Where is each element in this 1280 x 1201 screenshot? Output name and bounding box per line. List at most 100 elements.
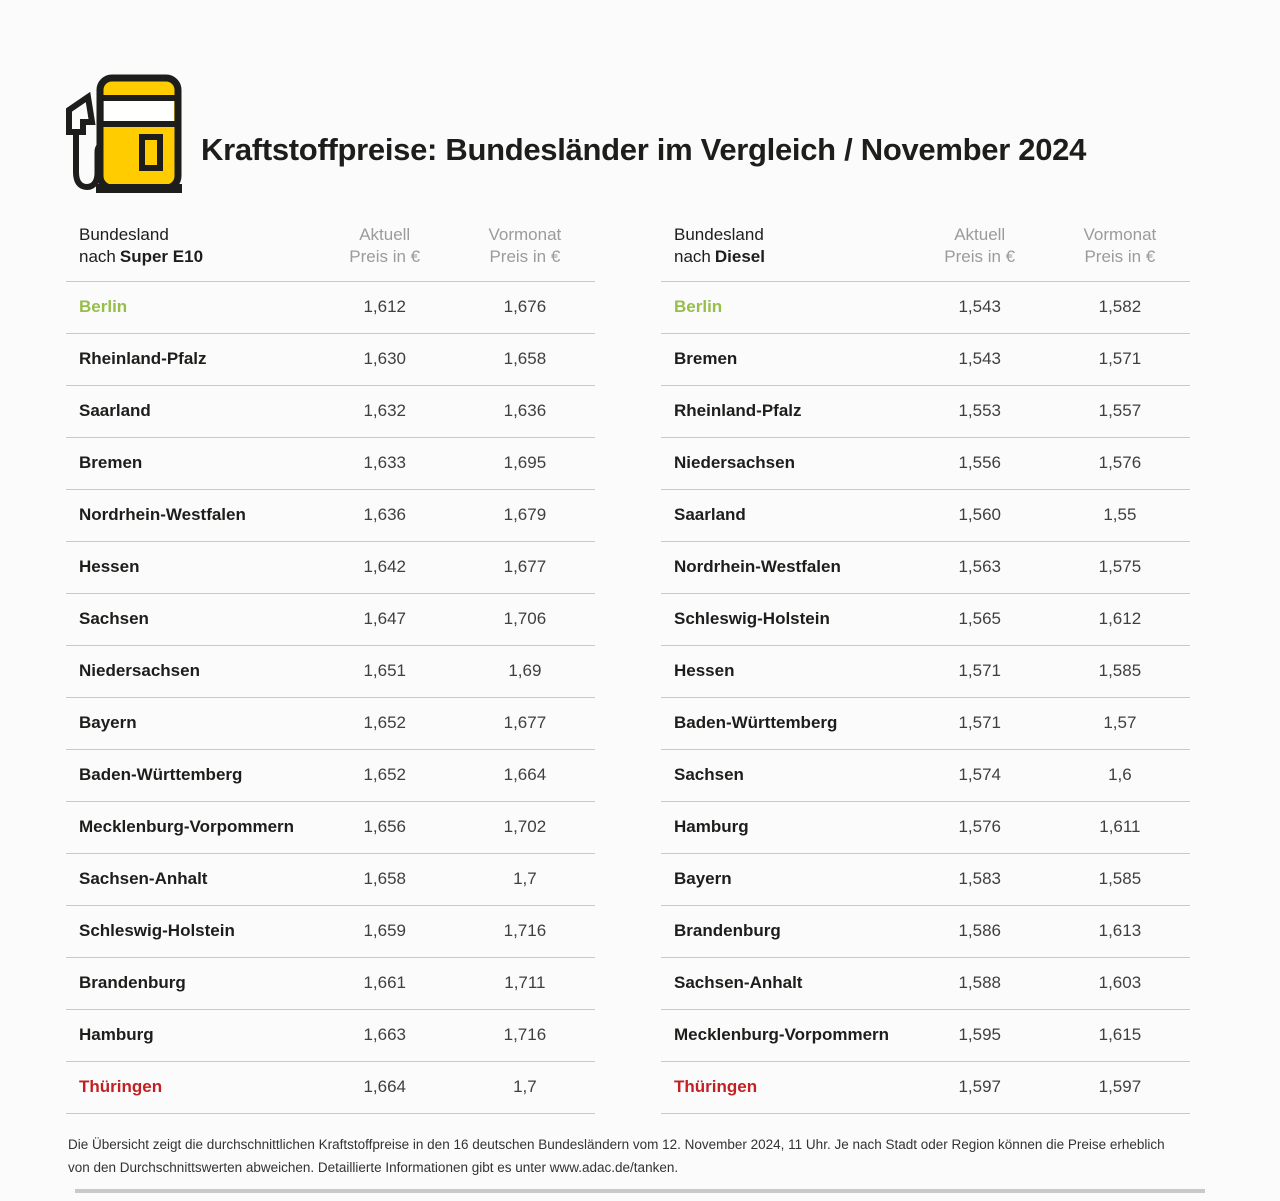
aktuell-price: 1,565 (958, 609, 1001, 629)
vormonat-price: 1,612 (1098, 609, 1142, 629)
aktuell-price: 1,543 (958, 349, 1001, 369)
aktuell-price: 1,563 (958, 557, 1001, 577)
vormonat-price: 1,664 (503, 765, 547, 785)
aktuell-price: 1,661 (363, 973, 406, 993)
bundesland-name: Baden-Württemberg (674, 713, 838, 733)
vormonat-price: 1,711 (504, 973, 546, 993)
vormonat-price: 1,677 (503, 713, 547, 733)
column-header-vormonat: Vormonat Preis in € (1083, 225, 1157, 267)
table-row: Baden-Württemberg 1,652 1,664 (66, 750, 595, 802)
vormonat-price: 1,57 (1103, 713, 1137, 733)
bundesland-name: Brandenburg (674, 921, 781, 941)
table-row: Sachsen-Anhalt 1,658 1,7 (66, 854, 595, 906)
vormonat-price: 1,603 (1098, 973, 1142, 993)
aktuell-price: 1,656 (363, 817, 406, 837)
aktuell-price: 1,647 (363, 609, 406, 629)
bundesland-name: Hessen (79, 557, 140, 577)
vormonat-price: 1,677 (503, 557, 547, 577)
table-body-super-e10: Berlin 1,612 1,676 Rheinland-Pfalz 1,630 1,65… (66, 282, 595, 1114)
column-header-aktuell: Aktuell Preis in € (349, 225, 421, 267)
table-row: Saarland 1,632 1,636 (66, 386, 595, 438)
bundesland-name: Nordrhein-Westfalen (79, 505, 246, 525)
vormonat-price: 1,613 (1098, 921, 1142, 941)
table-row: Niedersachsen 1,651 1,69 (66, 646, 595, 698)
column-header-vormonat: Vormonat Preis in € (488, 225, 562, 267)
vormonat-price: 1,611 (1099, 817, 1141, 837)
table-row: Schleswig-Holstein 1,659 1,716 (66, 906, 595, 958)
aktuell-price: 1,560 (958, 505, 1001, 525)
aktuell-price: 1,571 (958, 661, 1001, 681)
table-row: Rheinland-Pfalz 1,630 1,658 (66, 334, 595, 386)
bundesland-name: Nordrhein-Westfalen (674, 557, 841, 577)
vormonat-price: 1,7 (513, 1077, 537, 1097)
vormonat-price: 1,716 (503, 1025, 547, 1045)
nach-label: nach (674, 247, 711, 267)
bundesland-label: Bundesland (79, 225, 169, 244)
table-row: Hessen 1,571 1,585 (661, 646, 1190, 698)
bundesland-name: Mecklenburg-Vorpommern (79, 817, 295, 837)
vormonat-price: 1,557 (1098, 401, 1142, 421)
vormonat-price: 1,69 (508, 661, 542, 681)
table-row: Rheinland-Pfalz 1,553 1,557 (661, 386, 1190, 438)
vormonat-price: 1,716 (503, 921, 547, 941)
bundesland-name: Sachsen (79, 609, 149, 629)
vormonat-price: 1,585 (1098, 661, 1142, 681)
table-row: Mecklenburg-Vorpommern 1,595 1,615 (661, 1010, 1190, 1062)
vormonat-price: 1,615 (1098, 1025, 1142, 1045)
table-row: Saarland 1,560 1,55 (661, 490, 1190, 542)
aktuell-price: 1,586 (958, 921, 1001, 941)
table-row: Sachsen-Anhalt 1,588 1,603 (661, 958, 1190, 1010)
bundesland-name: Schleswig-Holstein (79, 921, 235, 941)
aktuell-price: 1,651 (363, 661, 406, 681)
vormonat-price: 1,658 (503, 349, 547, 369)
table-header-diesel: Bundesland nach Diesel Aktuell Preis in €… (661, 224, 1190, 282)
bundesland-name: Thüringen (79, 1077, 163, 1097)
table-row: Mecklenburg-Vorpommern 1,656 1,702 (66, 802, 595, 854)
aktuell-price: 1,652 (363, 713, 406, 733)
table-diesel: Bundesland nach Diesel Aktuell Preis in €… (661, 224, 1190, 1114)
page-title: Kraftstoffpreise: Bundesländer im Vergle… (201, 132, 1087, 167)
vormonat-price: 1,695 (503, 453, 547, 473)
aktuell-price: 1,663 (363, 1025, 406, 1045)
aktuell-price: 1,612 (363, 297, 406, 317)
aktuell-price: 1,574 (958, 765, 1001, 785)
table-row: Sachsen 1,647 1,706 (66, 594, 595, 646)
fuel-pump-icon (66, 74, 182, 193)
aktuell-price: 1,543 (958, 297, 1001, 317)
nach-label: nach (79, 247, 116, 267)
table-row: Berlin 1,543 1,582 (661, 282, 1190, 334)
vormonat-price: 1,676 (503, 297, 547, 317)
column-header-bundesland: Bundesland nach Diesel (661, 224, 910, 269)
table-row: Hamburg 1,663 1,716 (66, 1010, 595, 1062)
bundesland-name: Schleswig-Holstein (674, 609, 830, 629)
aktuell-price: 1,658 (363, 869, 406, 889)
aktuell-price: 1,583 (958, 869, 1001, 889)
table-row: Bremen 1,543 1,571 (661, 334, 1190, 386)
aktuell-price: 1,571 (958, 713, 1001, 733)
bundesland-name: Berlin (674, 297, 723, 317)
vormonat-price: 1,706 (503, 609, 547, 629)
aktuell-price: 1,642 (363, 557, 406, 577)
table-row: Schleswig-Holstein 1,565 1,612 (661, 594, 1190, 646)
bundesland-name: Saarland (674, 505, 746, 525)
table-row: Bayern 1,652 1,677 (66, 698, 595, 750)
fuel-type-label: Super E10 (119, 247, 204, 267)
aktuell-price: 1,632 (363, 401, 406, 421)
vormonat-price: 1,55 (1103, 505, 1137, 525)
vormonat-price: 1,597 (1098, 1077, 1142, 1097)
bundesland-name: Saarland (79, 401, 151, 421)
bundesland-name: Bayern (674, 869, 732, 889)
column-header-aktuell: Aktuell Preis in € (944, 225, 1016, 267)
vormonat-price: 1,7 (513, 869, 537, 889)
bundesland-name: Baden-Württemberg (79, 765, 243, 785)
table-row: Bayern 1,583 1,585 (661, 854, 1190, 906)
aktuell-price: 1,556 (958, 453, 1001, 473)
bundesland-name: Sachsen-Anhalt (79, 869, 208, 889)
table-row: Nordrhein-Westfalen 1,636 1,679 (66, 490, 595, 542)
source-footnote: Die Übersicht zeigt die durchschnittlich… (68, 1136, 1165, 1176)
vormonat-price: 1,571 (1098, 349, 1142, 369)
bundesland-name: Bremen (79, 453, 143, 473)
table-row: Sachsen 1,574 1,6 (661, 750, 1190, 802)
table-row: Bremen 1,633 1,695 (66, 438, 595, 490)
bundesland-name: Hamburg (674, 817, 749, 837)
